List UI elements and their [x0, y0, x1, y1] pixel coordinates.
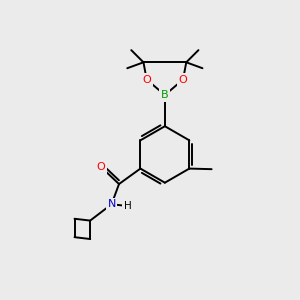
- Text: N: N: [107, 199, 116, 209]
- Text: B: B: [161, 90, 169, 100]
- Text: O: O: [142, 75, 151, 85]
- Text: O: O: [179, 75, 188, 85]
- Text: H: H: [124, 201, 132, 211]
- Text: O: O: [97, 162, 106, 172]
